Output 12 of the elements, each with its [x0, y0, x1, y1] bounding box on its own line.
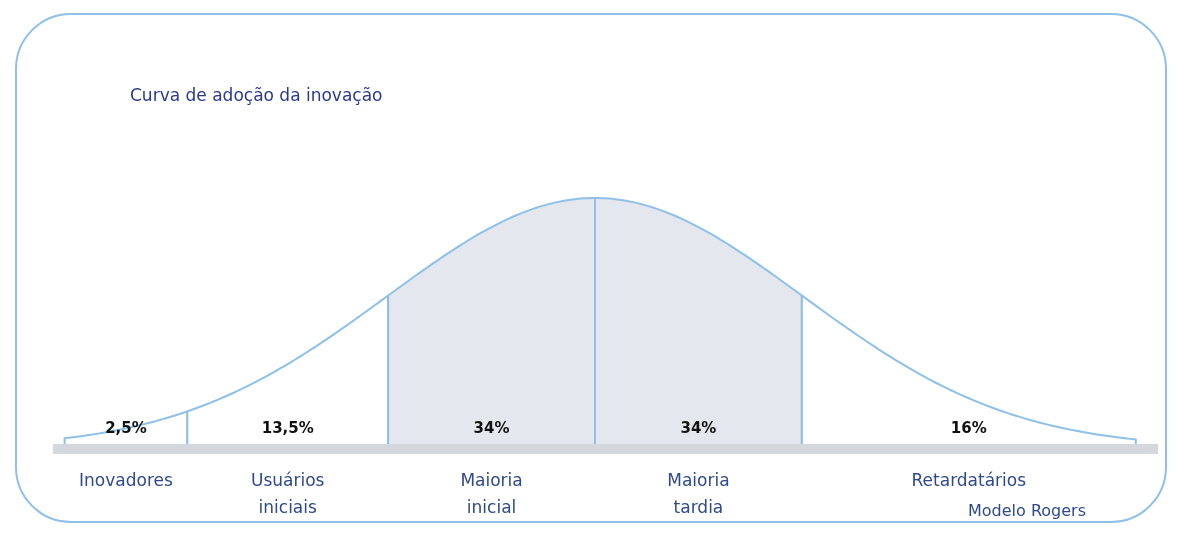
text: Modelo Rogers — [967, 501, 1086, 520]
category-label: Retardatários — [911, 470, 1027, 490]
data-label: 2,5% — [105, 419, 147, 437]
data-label: 34% — [680, 419, 717, 437]
data-label: 34% — [473, 419, 510, 437]
text: Curva de adoção da inovação — [130, 85, 383, 105]
category-label: Maioria inicial — [460, 470, 523, 517]
data-label: 16% — [950, 419, 987, 437]
category-label: Maioria tardia — [667, 470, 730, 517]
category-label: Usuários iniciais — [251, 470, 325, 517]
data-label: 13,5% — [261, 419, 314, 437]
category-label: Inovadores — [79, 470, 173, 490]
